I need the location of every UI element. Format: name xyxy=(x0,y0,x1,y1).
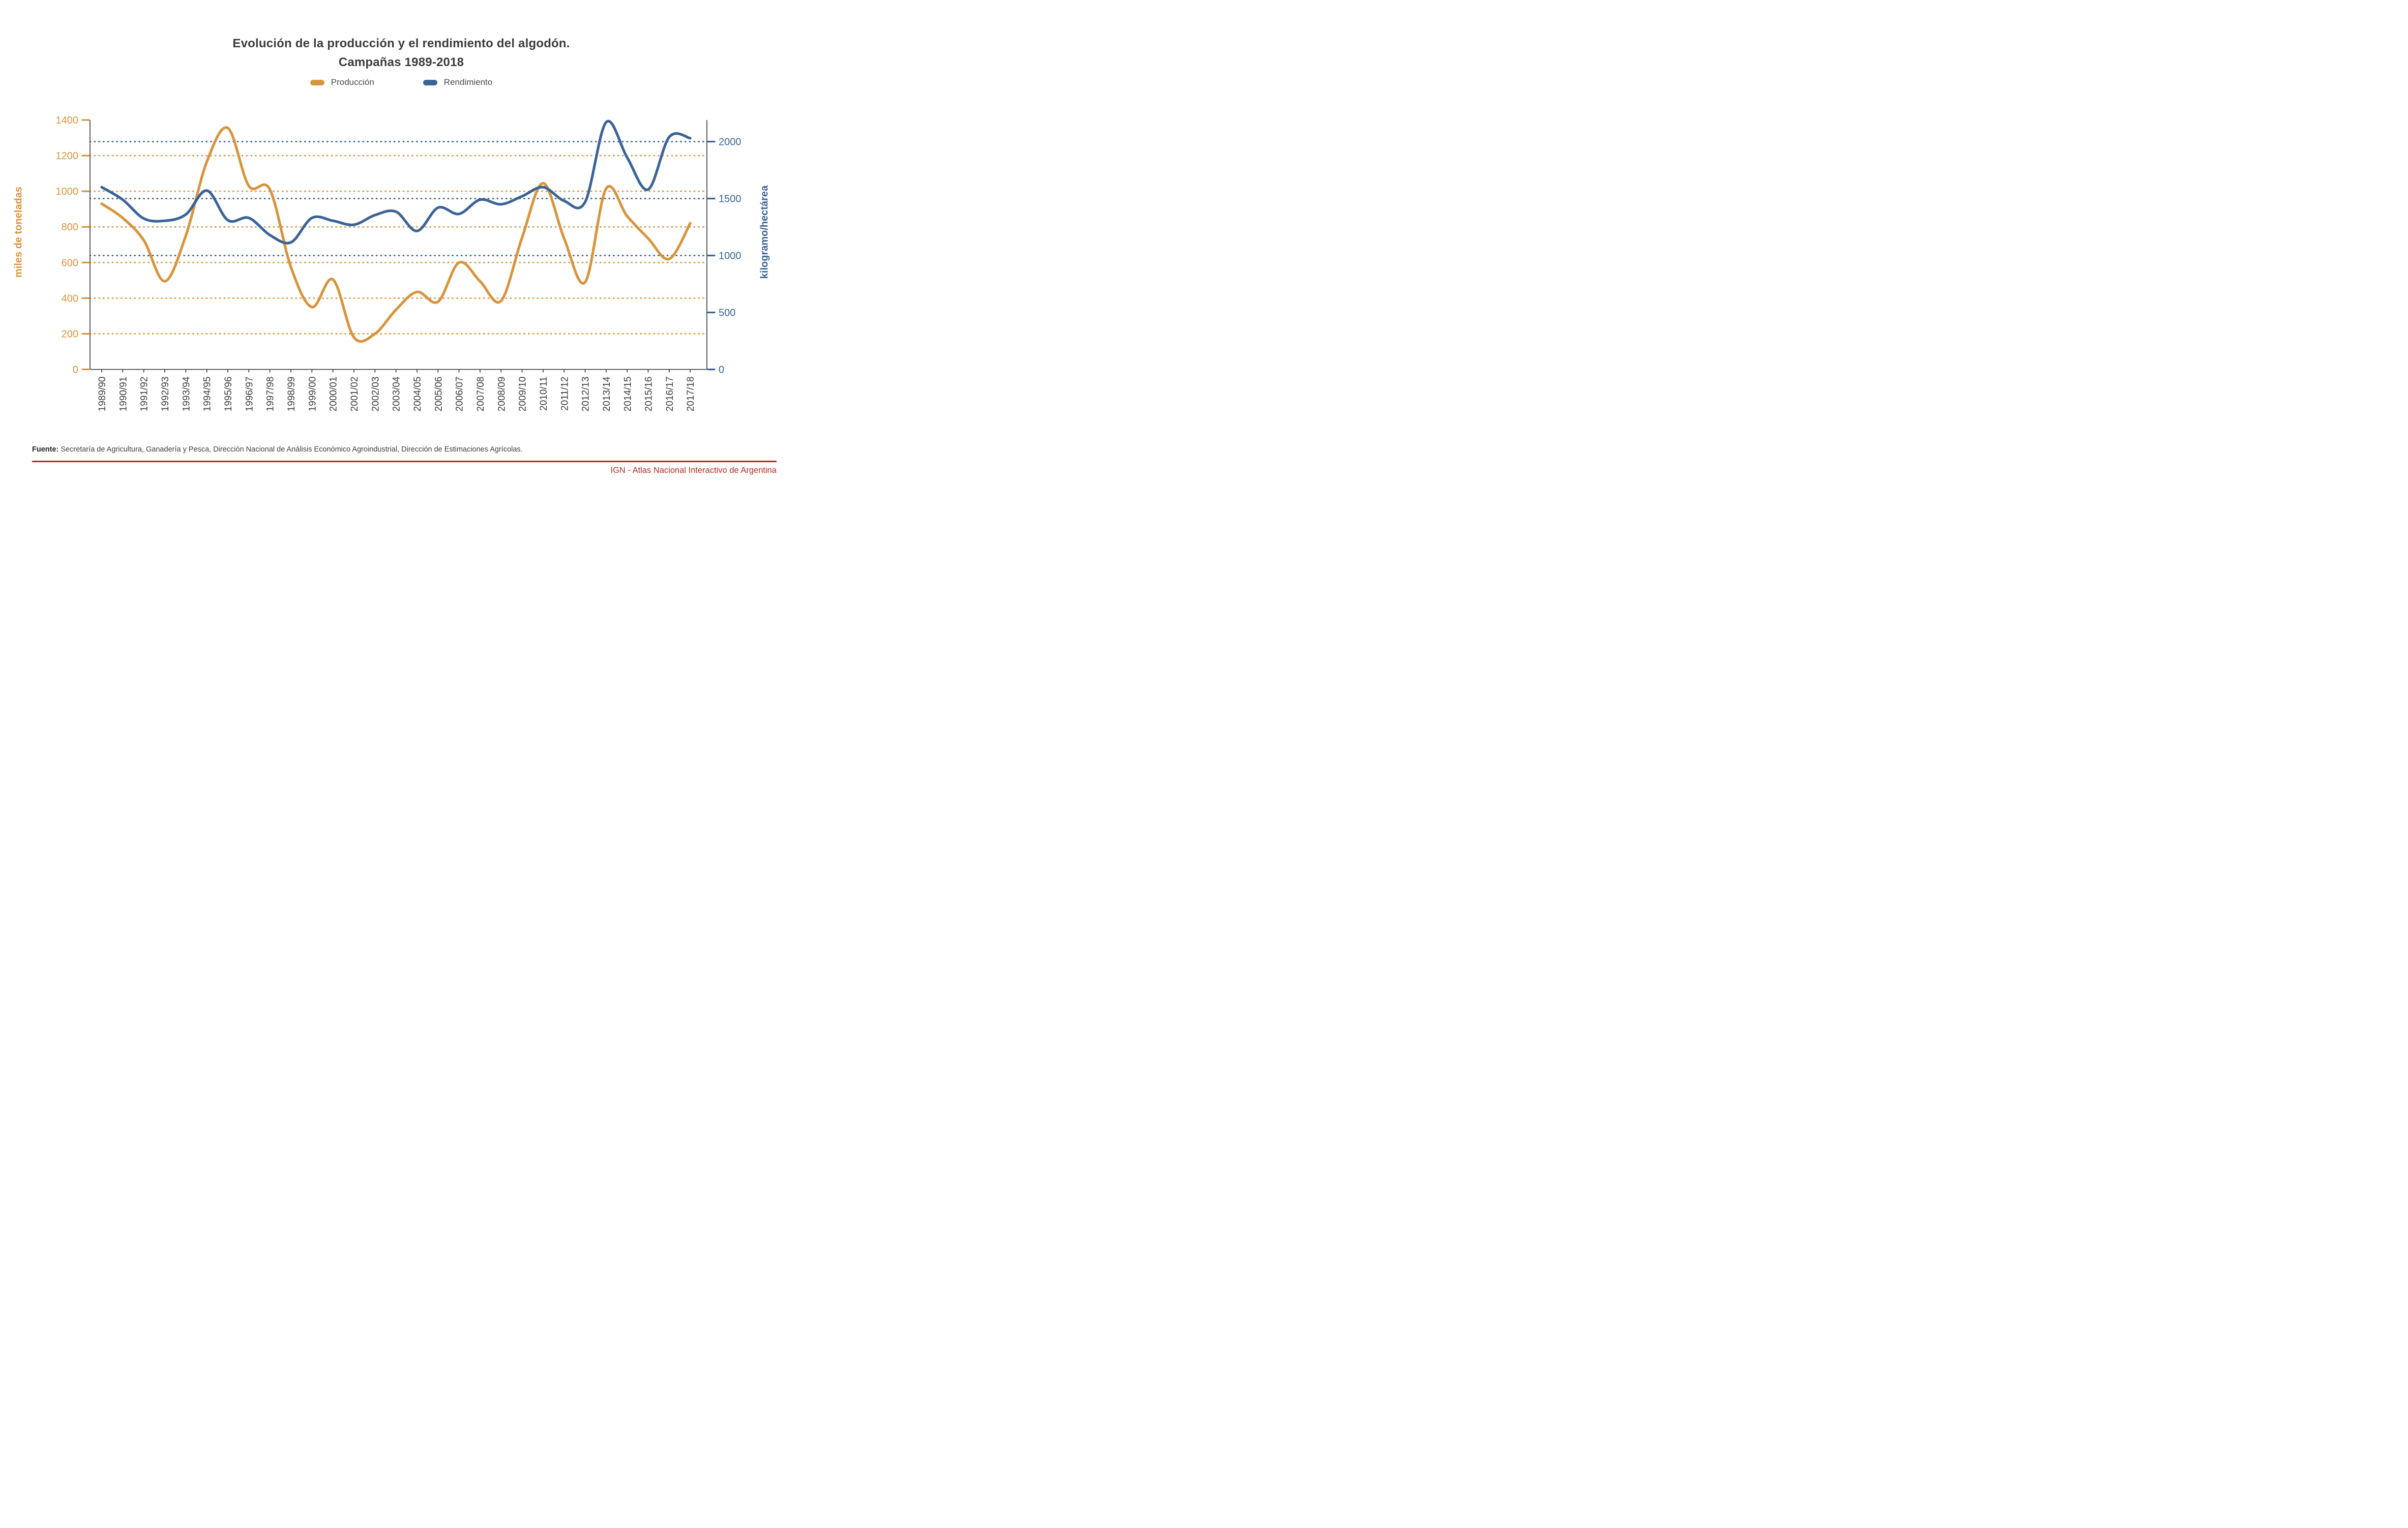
page: Evolución de la producción y el rendimie… xyxy=(0,0,802,510)
left-tick-label-800: 800 xyxy=(62,222,78,233)
x-label-1999-00: 1999/00 xyxy=(307,377,318,412)
chart-title-line2: Campañas 1989-2018 xyxy=(338,55,464,69)
right-tick-label-500: 500 xyxy=(719,308,735,319)
x-label-1991-92: 1991/92 xyxy=(139,377,150,412)
x-label-1993-94: 1993/94 xyxy=(181,376,192,411)
left-tick-label-1200: 1200 xyxy=(56,151,79,162)
x-label-2000-01: 2000/01 xyxy=(329,377,339,412)
chart-title-line1: Evolución de la producción y el rendimie… xyxy=(232,37,570,50)
x-label-1994-95: 1994/95 xyxy=(202,377,213,412)
x-label-1997-98: 1997/98 xyxy=(265,377,276,412)
legend-swatch-rendimiento xyxy=(423,79,437,85)
left-tick-label-200: 200 xyxy=(62,328,78,340)
x-label-2003-04: 2003/04 xyxy=(392,376,402,411)
right-axis-title: kilogramo/hectárea xyxy=(759,185,770,279)
left-tick-label-0: 0 xyxy=(73,365,78,376)
x-label-2007-08: 2007/08 xyxy=(475,377,486,412)
chart-plot-area: 0 200 400 600 800 1000 1200 1400 0 500 1000 1500 200… xyxy=(56,115,741,412)
x-label-2014-15: 2014/15 xyxy=(622,377,633,412)
x-label-2002-03: 2002/03 xyxy=(370,377,381,412)
left-tick-label-400: 400 xyxy=(62,293,78,304)
source-note: Fuente: Secretaría de Agricultura, Ganad… xyxy=(32,445,523,454)
legend-label: Rendimiento xyxy=(443,77,493,87)
legend-item-rendimiento: Rendimiento xyxy=(423,77,492,87)
x-label-2005-06: 2005/06 xyxy=(433,377,444,412)
legend-item-producción: Producción xyxy=(310,77,374,87)
x-label-1990-91: 1990/91 xyxy=(118,377,129,412)
x-label-2017-18: 2017/18 xyxy=(686,377,696,412)
right-tick-label-1500: 1500 xyxy=(719,194,741,205)
right-tick-label-1000: 1000 xyxy=(719,251,741,262)
x-label-2009-10: 2009/10 xyxy=(518,377,528,412)
x-label-2011-12: 2011/12 xyxy=(559,377,570,411)
x-label-2008-09: 2008/09 xyxy=(496,377,507,412)
footer-divider xyxy=(32,461,777,462)
right-tick-label-0: 0 xyxy=(719,365,724,376)
atlas-credit: IGN - Atlas Nacional Interactivo de Arge… xyxy=(610,466,777,475)
left-tick-label-1000: 1000 xyxy=(56,186,79,197)
x-label-1989-90: 1989/90 xyxy=(97,377,108,412)
x-label-2006-07: 2006/07 xyxy=(455,377,465,412)
x-label-2015-16: 2015/16 xyxy=(644,377,655,412)
series-line-rendimiento xyxy=(100,119,692,245)
right-tick-label-2000: 2000 xyxy=(719,137,741,148)
x-label-1992-93: 1992/93 xyxy=(160,377,171,412)
x-label-1995-96: 1995/96 xyxy=(223,377,234,412)
source-label: Fuente: xyxy=(32,445,59,454)
legend-label: Producción xyxy=(331,77,374,87)
left-axis-title: miles de toneladas xyxy=(13,187,24,278)
source-text: Secretaría de Agricultura, Ganadería y P… xyxy=(58,445,523,454)
x-label-1998-99: 1998/99 xyxy=(286,377,297,412)
x-label-2010-11: 2010/11 xyxy=(539,377,549,411)
series-line-producción xyxy=(100,126,692,343)
left-tick-label-1400: 1400 xyxy=(56,115,79,126)
x-label-1996-97: 1996/97 xyxy=(244,377,255,412)
x-label-2012-13: 2012/13 xyxy=(581,377,591,412)
x-label-2013-14: 2013/14 xyxy=(602,376,612,411)
x-label-2004-05: 2004/05 xyxy=(412,377,423,412)
x-label-2001-02: 2001/02 xyxy=(349,377,360,412)
legend: Producción Rendimiento xyxy=(0,77,802,87)
x-label-2016-17: 2016/17 xyxy=(665,377,675,412)
legend-swatch-producción xyxy=(310,79,324,85)
left-tick-label-600: 600 xyxy=(62,257,78,268)
